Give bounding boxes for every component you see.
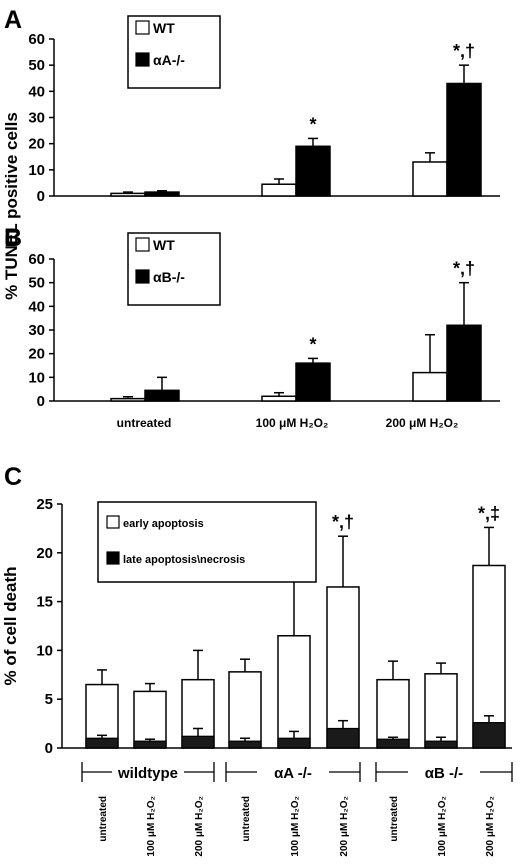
bar-A-0-1: [261, 183, 297, 197]
y-tick-label-A: 0: [37, 188, 45, 205]
bar-B-1-1: [295, 362, 331, 402]
bar-late-apoptosis: [424, 740, 458, 749]
significance-marker-A: *,†: [453, 41, 475, 61]
panel-label-C: C: [4, 463, 22, 491]
category-label-C: 200 μM H₂O₂: [194, 796, 205, 857]
y-tick-label-B: 0: [37, 393, 45, 410]
y-tick-label-B: 50: [28, 275, 45, 292]
bar-late-apoptosis: [326, 727, 360, 749]
category-label-C: 200 μM H₂O₂: [339, 796, 350, 857]
y-tick-label-C: 5: [45, 691, 53, 708]
y-tick-label-C: 15: [36, 594, 53, 611]
y-tick-label-B: 40: [28, 298, 45, 315]
category-label: untreated: [117, 416, 172, 430]
bar-late-apoptosis: [376, 738, 410, 749]
bar-A-0-2: [412, 161, 448, 197]
y-axis-label-cell-death: % of cell death: [1, 566, 20, 685]
y-tick-label-A: 40: [28, 83, 45, 100]
legend-swatch-C-1: [106, 551, 120, 565]
y-tick-label-C: 20: [36, 545, 53, 562]
legend-label-A-0: WT: [153, 20, 175, 36]
category-label-C: untreated: [241, 796, 252, 842]
legend-swatch-B-1: [135, 269, 150, 284]
significance-marker-C: *,‡: [478, 503, 500, 523]
y-tick-label-A: 30: [28, 110, 45, 127]
legend-swatch-A-1: [135, 52, 150, 67]
legend-label-A-1: αA-/-: [153, 52, 185, 68]
legend-box-C: [97, 501, 317, 583]
bar-A-1-1: [295, 145, 331, 197]
category-label: 200 μM H₂O₂: [386, 416, 459, 430]
y-tick-label-A: 50: [28, 57, 45, 74]
bar-A-0-0: [110, 192, 146, 197]
y-tick-label-B: 20: [28, 346, 45, 363]
y-tick-label-C: 10: [36, 642, 53, 659]
y-tick-label-A: 20: [28, 136, 45, 153]
bar-B-0-1: [261, 395, 297, 402]
legend-swatch-B-0: [135, 237, 150, 252]
y-tick-label-A: 60: [28, 31, 45, 48]
category-label-C: untreated: [389, 796, 400, 842]
legend-label-C-1: late apoptosis\necrosis: [123, 554, 245, 566]
category-label-C: 100 μM H₂O₂: [290, 796, 301, 857]
legend-label-B-0: WT: [153, 237, 175, 253]
bar-early-apoptosis: [228, 671, 262, 749]
bar-late-apoptosis: [133, 740, 167, 749]
category-label-C: 100 μM H₂O₂: [146, 796, 157, 857]
bar-late-apoptosis: [277, 737, 311, 749]
category-label-C: 200 μM H₂O₂: [485, 796, 496, 857]
significance-marker-C: *,†: [332, 512, 354, 532]
category-label-C: 100 μM H₂O₂: [437, 796, 448, 857]
bar-B-0-2: [412, 371, 448, 402]
bar-B-1-2: [446, 324, 482, 402]
bar-early-apoptosis: [376, 678, 410, 749]
bar-late-apoptosis: [181, 735, 215, 749]
category-label-C: untreated: [98, 796, 109, 842]
legend-swatch-A-0: [135, 20, 150, 35]
y-tick-label-B: 10: [28, 369, 45, 386]
bar-A-1-0: [144, 191, 180, 197]
category-label: 100 μM H₂O₂: [256, 416, 329, 430]
group-label: αB -/-: [425, 765, 463, 782]
panel-label-B: B: [4, 224, 22, 252]
legend-swatch-C-0: [106, 515, 120, 529]
panel-label-A: A: [4, 6, 22, 34]
bar-late-apoptosis: [85, 737, 119, 749]
significance-marker-B: *,†: [453, 259, 475, 279]
significance-marker-B: *: [309, 334, 316, 354]
significance-marker-A: *: [309, 114, 316, 134]
legend-label-B-1: αB-/-: [153, 269, 185, 285]
group-label: αA -/-: [274, 765, 312, 782]
y-tick-label-B: 60: [28, 251, 45, 268]
y-tick-label-A: 10: [28, 162, 45, 179]
bar-B-0-0: [110, 397, 146, 402]
y-tick-label-C: 25: [36, 496, 53, 513]
legend-label-C-0: early apoptosis: [123, 518, 204, 530]
y-tick-label-C: 0: [45, 740, 53, 757]
y-axis-label-tunel: % TUNEL positive cells: [2, 112, 21, 300]
bar-A-1-2: [446, 82, 482, 197]
bar-B-1-0: [144, 389, 180, 402]
y-tick-label-B: 30: [28, 322, 45, 339]
group-label: wildtype: [117, 765, 178, 782]
bar-late-apoptosis: [472, 722, 506, 749]
bar-late-apoptosis: [228, 740, 262, 749]
